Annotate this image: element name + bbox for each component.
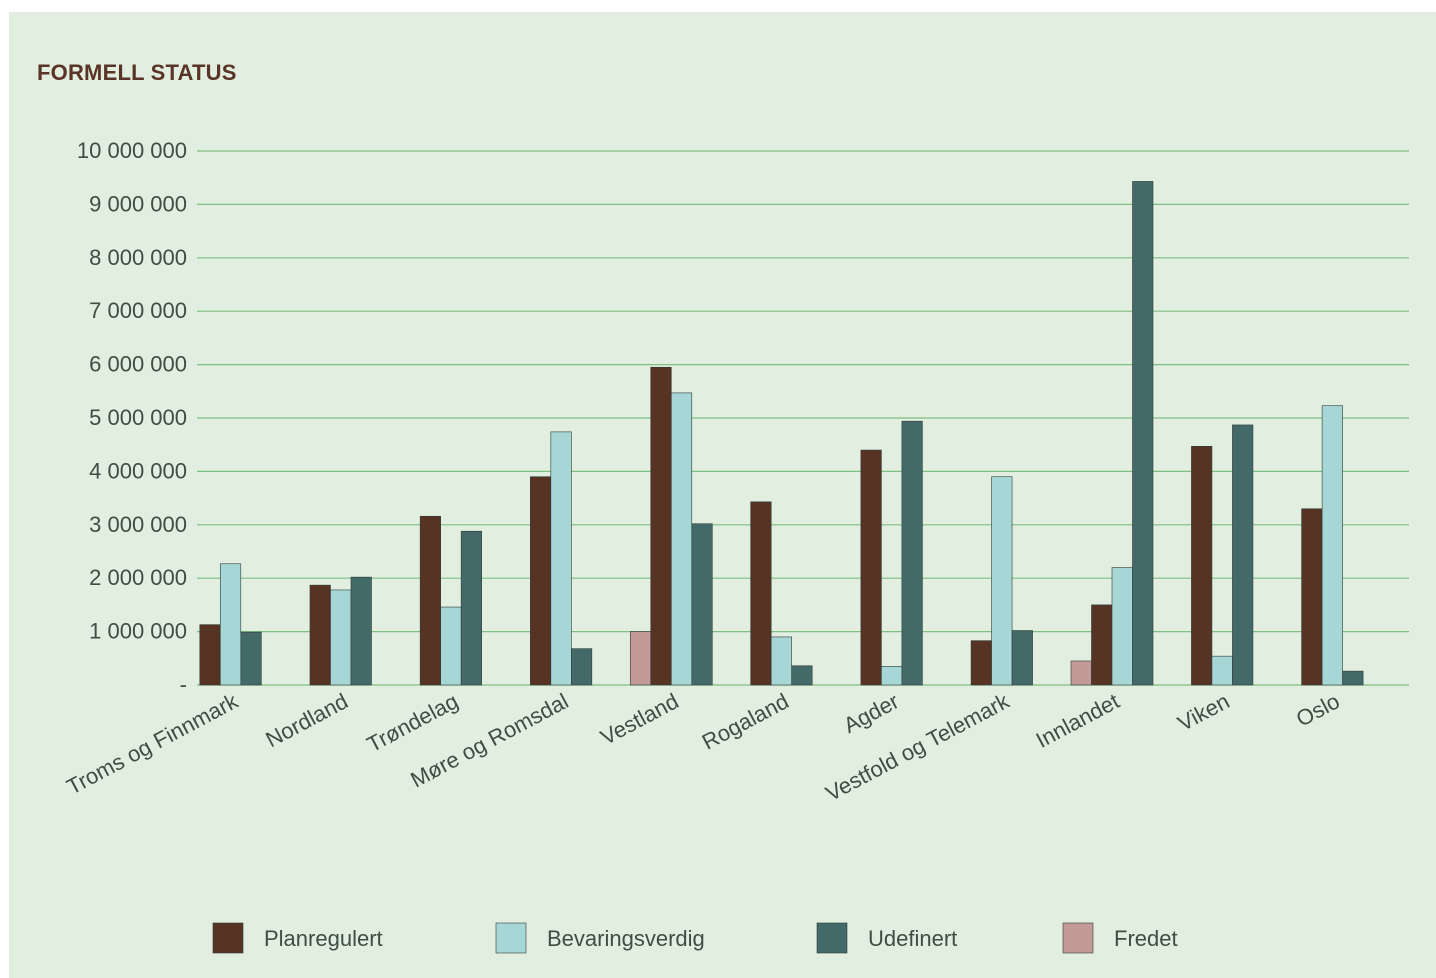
x-tick-label-viken: Viken (1174, 688, 1234, 736)
bar-planregulert-trondelag (419, 515, 441, 686)
bar-planregulert-vestfold-og-telemark (970, 640, 992, 686)
bar-bevaringsverdig-innlandet (1111, 567, 1133, 686)
legend-swatch-bevaringsverdig (495, 922, 527, 954)
y-tick-label: 9 000 000 (89, 191, 187, 216)
y-tick-label: 4 000 000 (89, 458, 187, 483)
bar-udefinert-viken (1232, 424, 1254, 686)
y-tick-label: 3 000 000 (89, 512, 187, 537)
legend-swatch-planregulert (212, 922, 244, 954)
bar-udefinert-troms-og-finnmark (240, 631, 262, 686)
y-tick-label: 5 000 000 (89, 405, 187, 430)
bar-udefinert-more-og-romsdal (571, 648, 593, 686)
legend-label-bevaringsverdig: Bevaringsverdig (547, 926, 705, 951)
x-tick-label-innlandet: Innlandet (1032, 688, 1124, 753)
bars (199, 181, 1364, 686)
bar-bevaringsverdig-vestland (670, 392, 693, 686)
bar-bevaringsverdig-vestfold-og-telemark (991, 476, 1013, 686)
bar-bevaringsverdig-more-og-romsdal (550, 431, 572, 686)
bar-bevaringsverdig-viken (1211, 655, 1233, 686)
bar-fredet-vestland (629, 631, 652, 686)
y-tick-label: - (180, 672, 187, 697)
bar-bevaringsverdig-oslo (1321, 405, 1343, 686)
bar-planregulert-viken (1191, 446, 1213, 686)
bar-planregulert-more-og-romsdal (530, 476, 552, 686)
y-tick-label: 1 000 000 (89, 619, 187, 644)
bar-udefinert-vestfold-og-telemark (1011, 630, 1033, 686)
bar-bevaringsverdig-agder (881, 666, 903, 686)
legend-item-udefinert: Udefinert (816, 922, 957, 954)
x-tick-label-troms-og-finnmark: Troms og Finnmark (62, 688, 242, 800)
legend-label-planregulert: Planregulert (264, 926, 383, 951)
bar-udefinert-rogaland (791, 665, 813, 686)
x-tick-label-oslo: Oslo (1292, 688, 1344, 731)
legend-item-bevaringsverdig: Bevaringsverdig (495, 922, 705, 954)
bar-planregulert-rogaland (750, 501, 772, 686)
x-tick-label-agder: Agder (839, 688, 903, 738)
bar-bevaringsverdig-trondelag (440, 606, 462, 686)
y-tick-label: 6 000 000 (89, 352, 187, 377)
bar-udefinert-innlandet (1132, 181, 1154, 686)
legend-label-udefinert: Udefinert (868, 926, 957, 951)
x-tick-label-vestfold-og-telemark: Vestfold og Telemark (821, 688, 1014, 806)
grid-layer (197, 150, 1409, 686)
bar-udefinert-trondelag (460, 530, 482, 686)
bar-planregulert-nordland (309, 584, 331, 686)
x-tick-label-trondelag: Trøndelag (363, 688, 463, 757)
bar-planregulert-oslo (1301, 508, 1323, 686)
bar-fredet-innlandet (1070, 660, 1092, 686)
y-tick-label: 2 000 000 (89, 565, 187, 590)
bar-bevaringsverdig-troms-og-finnmark (219, 563, 242, 686)
bar-planregulert-innlandet (1091, 604, 1113, 686)
legend-swatch-fredet (1062, 922, 1094, 954)
y-tick-label: 8 000 000 (89, 245, 187, 270)
bar-bevaringsverdig-rogaland (770, 636, 793, 686)
bar-bevaringsverdig-nordland (330, 589, 352, 686)
bar-udefinert-vestland (691, 523, 713, 686)
bar-udefinert-agder (901, 420, 923, 686)
y-tick-label: 7 000 000 (89, 298, 187, 323)
legend-swatch-udefinert (816, 922, 848, 954)
bar-planregulert-vestland (650, 366, 672, 686)
x-tick-label-vestland: Vestland (596, 688, 682, 750)
bar-udefinert-oslo (1342, 670, 1364, 686)
bar-planregulert-agder (860, 449, 882, 686)
y-tick-label: 10 000 000 (77, 138, 187, 163)
legend-item-planregulert: Planregulert (212, 922, 383, 954)
legend-item-fredet: Fredet (1062, 922, 1178, 954)
x-tick-label-nordland: Nordland (262, 688, 353, 752)
bar-planregulert-troms-og-finnmark (199, 624, 221, 686)
legend: Planregulert Bevaringsverdig Udefinert Fred… (212, 922, 1178, 954)
bar-udefinert-nordland (350, 576, 372, 686)
x-tick-label-rogaland: Rogaland (698, 688, 793, 754)
chart-title: FORMELL STATUS (37, 60, 237, 85)
y-axis: - 1 000 000 2 000 000 3 000 000 4 000 000 5 0… (77, 138, 187, 697)
legend-label-fredet: Fredet (1114, 926, 1178, 951)
